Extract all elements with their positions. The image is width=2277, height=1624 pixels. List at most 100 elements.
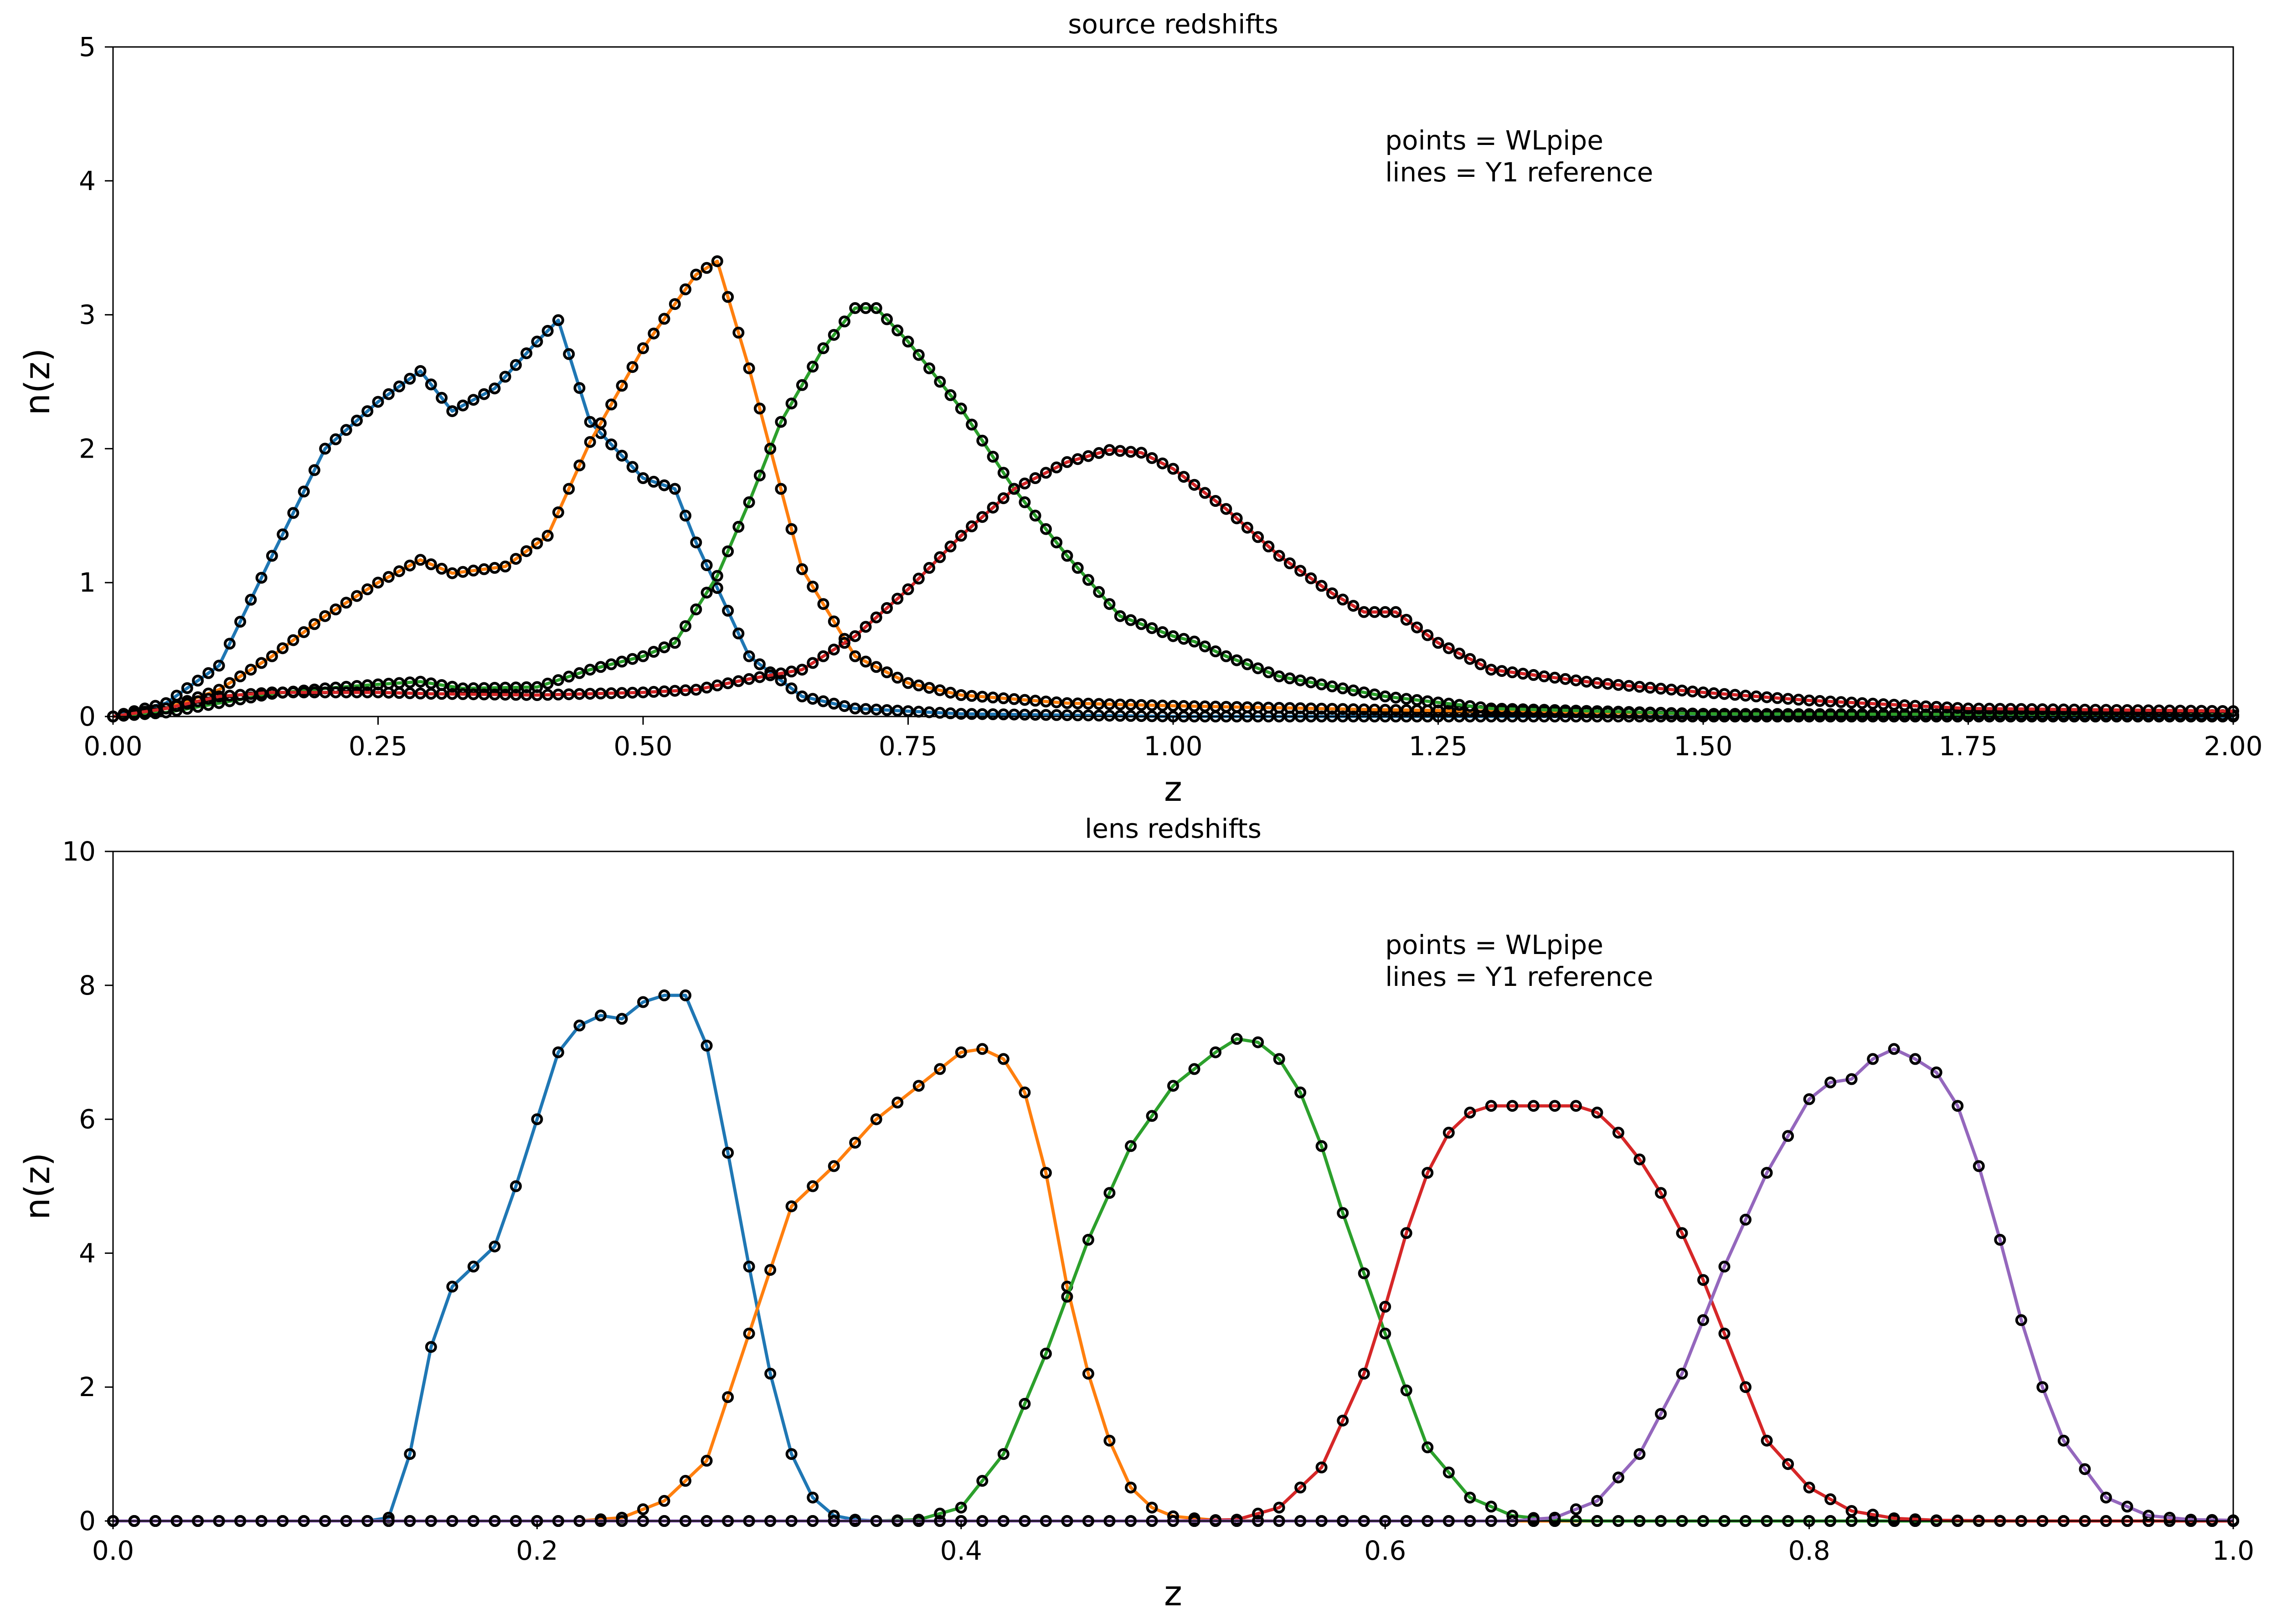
source-point [987, 501, 999, 514]
source-x-tick-label: 1.50 [1674, 731, 1732, 762]
lens-point [807, 1180, 819, 1192]
lens-point [1464, 1106, 1476, 1119]
lens-y-tick-label: 6 [79, 1104, 96, 1135]
source-point [966, 418, 978, 431]
source-point [1326, 587, 1338, 599]
source-point [414, 554, 427, 566]
source-point [520, 545, 533, 557]
lens-point [637, 1503, 649, 1516]
source-point [425, 378, 437, 391]
lens-point [1740, 1381, 1752, 1393]
source-point [1178, 471, 1190, 483]
source-point [637, 650, 649, 662]
source-point [308, 618, 320, 630]
source-point [1125, 446, 1137, 458]
lens-point [2164, 1511, 2176, 1524]
source-point [563, 688, 575, 701]
source-point [838, 315, 850, 328]
source-point [478, 388, 490, 400]
source-point [2026, 703, 2038, 715]
source-point [393, 380, 405, 392]
source-point [669, 483, 681, 495]
lens-point [1655, 1187, 1667, 1199]
lens-point [680, 1474, 691, 1487]
source-point [2015, 703, 2027, 715]
source-point [605, 658, 618, 670]
source-point [1474, 701, 1487, 713]
source-point [255, 687, 268, 699]
source-point [1188, 635, 1200, 648]
lens-y-tick-label: 0 [79, 1505, 96, 1536]
source-point [1252, 662, 1264, 675]
lens-point [1125, 1481, 1137, 1494]
source-point [1729, 708, 1741, 720]
source-point [1029, 695, 1041, 707]
source-point [1283, 557, 1296, 569]
source-point [478, 682, 490, 694]
source-point [1390, 606, 1402, 618]
source-point [1103, 698, 1116, 710]
source-point [1379, 704, 1391, 716]
source-point [648, 327, 660, 340]
source-point [1114, 445, 1126, 457]
source-point [1082, 697, 1094, 710]
lens-point [976, 1043, 989, 1055]
source-point [552, 314, 564, 326]
source-point [1538, 670, 1551, 682]
source-point [478, 688, 490, 701]
source-point [955, 708, 967, 720]
source-point [1029, 709, 1041, 721]
source-point [1294, 702, 1307, 714]
source-point [1029, 472, 1041, 484]
source-point [912, 572, 925, 585]
source-point [1029, 510, 1041, 522]
source-point [1708, 687, 1720, 699]
source-point [1400, 693, 1412, 705]
source-point [340, 597, 352, 609]
lens-point [1697, 1314, 1709, 1326]
source-point [648, 475, 660, 488]
source-point [1877, 698, 1890, 710]
lens-point [1040, 1347, 1052, 1360]
source-point [1114, 610, 1126, 622]
source-point [753, 402, 766, 415]
source-point [796, 379, 808, 391]
source-point [1199, 640, 1211, 653]
source-point [1082, 709, 1094, 722]
source-point [817, 342, 829, 354]
source-point [541, 530, 554, 542]
source-point [701, 587, 713, 599]
source-point [1347, 684, 1360, 696]
source-point [1602, 678, 1614, 690]
source-point [489, 682, 501, 694]
source-point [1051, 536, 1063, 549]
source-point [595, 661, 607, 673]
source-point [1549, 704, 1561, 716]
lens-y-tick-label: 4 [79, 1237, 96, 1268]
source-point [976, 511, 989, 523]
source-point [902, 583, 914, 595]
source-point [573, 459, 586, 472]
source-point [2036, 703, 2049, 715]
source-x-tick-label: 1.25 [1409, 731, 1468, 762]
lens-point [1358, 1267, 1370, 1279]
source-point [807, 693, 819, 705]
source-point [1315, 678, 1328, 691]
source-point [1040, 709, 1052, 721]
source-point [382, 388, 395, 400]
source-point [1898, 699, 1911, 711]
source-point [1103, 444, 1116, 456]
source-x-tick-label: 0.00 [83, 731, 142, 762]
source-point [372, 396, 384, 408]
source-point [372, 686, 384, 699]
source-point [510, 553, 522, 565]
source-point [1888, 699, 1900, 711]
source-point [1019, 694, 1031, 706]
source-point [1146, 699, 1158, 711]
source-point [361, 686, 374, 699]
source-point [1231, 512, 1243, 525]
source-point [467, 688, 479, 701]
source-point [2079, 704, 2091, 716]
source-point [446, 405, 458, 418]
source-point [1718, 688, 1731, 700]
